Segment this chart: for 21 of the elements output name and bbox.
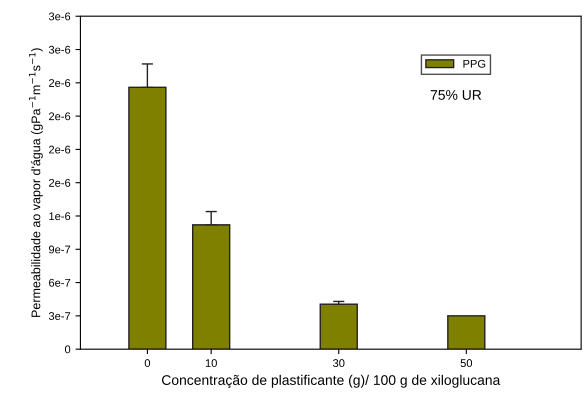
y-tick-label: 2e-6 xyxy=(49,146,70,154)
x-axis-title: Concentração de plastificante (g)/ 100 g de xiloglucana xyxy=(162,374,500,388)
x-tick-label: 0 xyxy=(144,359,150,368)
y-tick-label: 0 xyxy=(64,345,70,354)
x-tick-label: 50 xyxy=(460,359,472,368)
y-tick-label: 6e-7 xyxy=(49,278,70,287)
y-tick-label: 2e-6 xyxy=(49,79,70,87)
y-tick-label: 9e-7 xyxy=(48,246,70,254)
y-axis-title: Permeabilidade ao vapor d'água (gPa$^{−1}$m$^{−1}$s$^{−1}$) xyxy=(29,48,43,317)
bar xyxy=(320,304,358,350)
y-tick-label: 3e-6 xyxy=(48,12,70,20)
y-tick-label: 3e-7 xyxy=(48,312,70,320)
y-tick-label: 3e-6 xyxy=(48,46,70,54)
y-tick-label: 1e-6 xyxy=(49,212,70,220)
y-tick-label: 2e-6 xyxy=(49,178,70,187)
y-tick-label: 2e-6 xyxy=(49,112,70,120)
legend-label: PPG xyxy=(463,60,486,68)
bar xyxy=(447,315,486,350)
annotation: 75% UR xyxy=(430,90,482,100)
x-tick-label: 30 xyxy=(332,359,344,368)
x-tick-label: 10 xyxy=(206,359,217,368)
